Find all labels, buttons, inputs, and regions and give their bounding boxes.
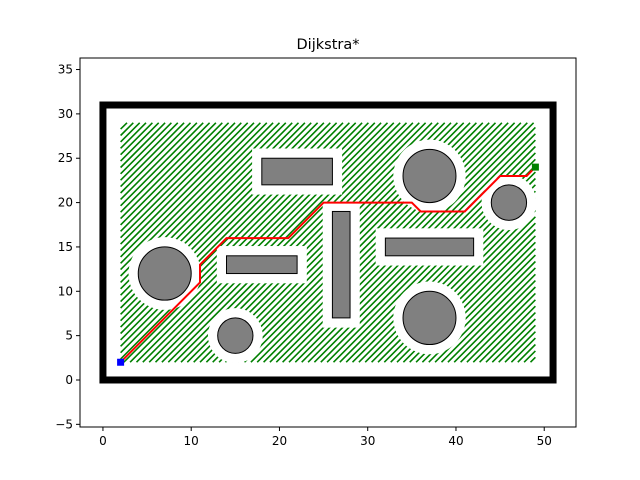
markers [117,163,539,366]
x-tick-label: 50 [537,434,552,448]
boundary-wall [99,101,557,384]
start-marker [117,358,125,366]
plot-area [99,101,557,384]
x-tick-label: 0 [99,434,107,448]
x-tick-label: 40 [448,434,463,448]
x-tick-label: 20 [272,434,287,448]
axes-frame [79,57,577,428]
y-tick-label: 15 [58,240,73,254]
y-tick-label: 0 [65,373,73,387]
shortest-path [119,166,537,363]
y-tick-label: −5 [55,417,73,431]
y-tick-label: 5 [65,329,73,343]
boundary-walls [99,101,557,384]
y-tick-label: 25 [58,151,73,165]
y-tick-label: 20 [58,196,73,210]
rect-obstacle [226,255,298,275]
path-layer [119,166,537,363]
rect-obstacle [384,237,475,257]
x-tick-label: 30 [360,434,375,448]
y-tick-label: 30 [58,107,73,121]
obstacles [137,148,528,354]
goal-marker [531,163,539,171]
rect-obstacle [261,157,333,186]
x-axis-ticks: 0 10 20 30 40 50 [99,427,552,448]
y-tick-label: 10 [58,284,73,298]
circle-obstacle [402,148,457,204]
circle-obstacle [217,317,254,354]
circle-obstacle [137,246,192,301]
circle-obstacle [402,290,457,346]
chart-title: Dijkstra* [297,37,360,53]
rect-obstacle [331,210,351,319]
x-tick-label: 10 [184,434,199,448]
y-axis-ticks: −5 0 5 10 15 20 25 30 35 [55,63,80,431]
circle-obstacle [490,184,528,221]
y-tick-label: 35 [58,63,73,77]
